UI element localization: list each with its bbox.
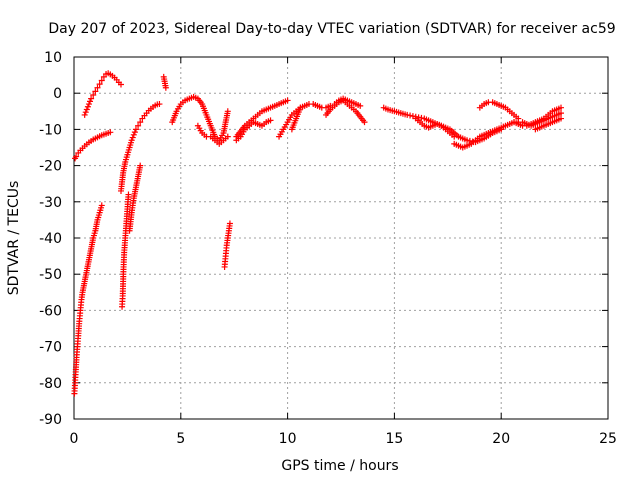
data-point bbox=[466, 137, 473, 144]
tick-labels: 0 5 10 15 20 25 -90 -80 -70 -60 -50 -40 -30 -20 -10 0 10 bbox=[39, 50, 617, 447]
data-point bbox=[137, 119, 144, 126]
data-point bbox=[96, 81, 103, 88]
y-tick-label: -70 bbox=[39, 340, 62, 356]
data-point bbox=[135, 122, 142, 129]
data-point bbox=[85, 101, 92, 108]
x-axis-label: GPS time / hours bbox=[281, 458, 398, 474]
x-tick-label: 10 bbox=[279, 431, 297, 447]
y-tick-label: 10 bbox=[44, 50, 62, 66]
y-tick-label: -50 bbox=[39, 267, 62, 283]
data-point bbox=[515, 115, 522, 122]
data-point bbox=[87, 98, 94, 105]
data-point bbox=[407, 112, 414, 119]
data-point bbox=[357, 102, 364, 109]
data-point bbox=[558, 110, 565, 117]
data-point bbox=[73, 153, 80, 160]
data-point bbox=[404, 111, 411, 118]
x-tick-label: 5 bbox=[176, 431, 185, 447]
data-point bbox=[130, 131, 137, 138]
data-point bbox=[267, 117, 274, 124]
data-point bbox=[83, 106, 90, 113]
data-point bbox=[88, 95, 95, 102]
data-point bbox=[415, 114, 422, 121]
y-tick-label: -20 bbox=[39, 159, 62, 175]
x-tick-label: 0 bbox=[70, 431, 79, 447]
x-tick-label: 20 bbox=[492, 431, 510, 447]
chart-title: Day 207 of 2023, Sidereal Day-to-day VTE… bbox=[48, 21, 615, 37]
data-point bbox=[361, 119, 368, 126]
data-point bbox=[451, 133, 458, 140]
data-point bbox=[137, 162, 144, 169]
y-tick-label: -90 bbox=[39, 412, 62, 428]
grid bbox=[74, 57, 608, 419]
data-point bbox=[224, 133, 231, 140]
y-tick-label: -30 bbox=[39, 195, 62, 211]
data-point bbox=[558, 115, 565, 122]
data-point bbox=[464, 137, 471, 144]
data-point bbox=[92, 88, 99, 95]
data-point bbox=[132, 126, 139, 133]
data-point bbox=[131, 129, 138, 136]
data-point bbox=[98, 202, 105, 209]
data-point bbox=[107, 129, 114, 136]
data-point bbox=[224, 108, 231, 115]
y-tick-label: -40 bbox=[39, 231, 62, 247]
data-point bbox=[128, 137, 135, 144]
data-point bbox=[156, 101, 163, 108]
data-point bbox=[226, 220, 233, 227]
data-point bbox=[81, 111, 88, 118]
y-axis-label: SDTVAR / TECUs bbox=[6, 181, 22, 296]
data-point bbox=[284, 97, 291, 104]
data-point bbox=[558, 104, 565, 111]
data-point bbox=[98, 77, 105, 84]
data-point bbox=[117, 81, 124, 88]
y-tick-label: -10 bbox=[39, 122, 62, 138]
x-tick-label: 15 bbox=[385, 431, 403, 447]
data-point bbox=[90, 92, 97, 99]
y-tick-label: -80 bbox=[39, 376, 62, 392]
data-point bbox=[94, 84, 101, 91]
x-tick-label: 25 bbox=[599, 431, 617, 447]
data-point bbox=[125, 191, 132, 198]
data-point bbox=[82, 109, 89, 116]
data-point bbox=[418, 114, 425, 121]
y-tick-label: 0 bbox=[53, 86, 62, 102]
data-point bbox=[84, 103, 91, 110]
data-point bbox=[162, 84, 169, 91]
data-point bbox=[297, 104, 304, 111]
y-tick-label: -60 bbox=[39, 303, 62, 319]
data-point bbox=[129, 134, 136, 141]
data-points bbox=[71, 70, 565, 397]
plot-frame bbox=[73, 56, 609, 420]
